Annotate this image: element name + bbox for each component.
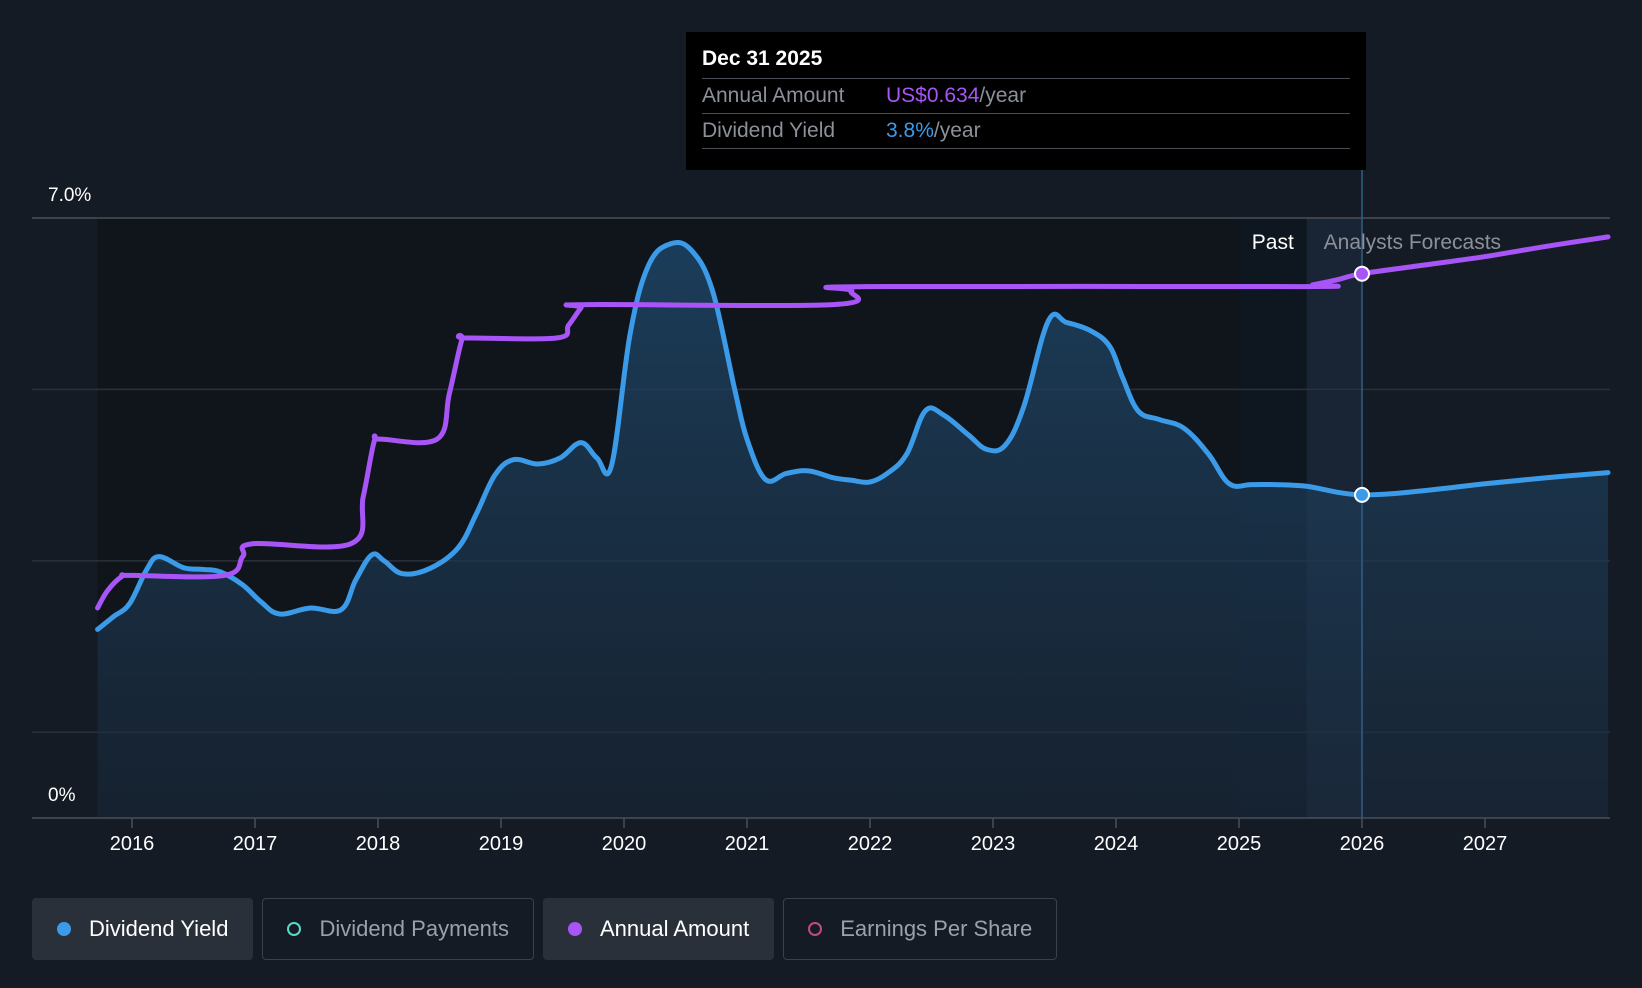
tooltip-yield-value: 3.8%: [886, 119, 934, 142]
tooltip-annual-value: US$0.634: [886, 84, 980, 107]
legend-dividend-payments[interactable]: Dividend Payments: [262, 898, 534, 960]
x-tick-label: 2024: [1094, 833, 1139, 855]
legend-label: Dividend Payments: [319, 916, 509, 941]
tooltip-annual-row: Annual Amount US$0.634 /year: [702, 78, 1350, 113]
legend-ring-icon: [808, 922, 823, 936]
legend-earnings-per-share[interactable]: Earnings Per Share: [783, 898, 1058, 960]
annual-amount-line[interactable]: [95, 234, 1611, 611]
dividend-yield-area: [97, 242, 1608, 819]
tooltip-yield-label: Dividend Yield: [702, 119, 836, 142]
past-region-label: Past: [1252, 231, 1294, 254]
x-tick-label: 2016: [110, 833, 155, 855]
x-axis-ticks: 2016 2017 2018 2019 2020 2021 2022 2023 2024 2025…: [110, 818, 1508, 855]
x-tick-label: 2021: [725, 833, 770, 855]
dividend-yield-marker[interactable]: [1354, 486, 1370, 503]
tooltip-yield-row: Dividend Yield 3.8% /year: [702, 113, 1350, 149]
y-tick-label-top: 7.0%: [48, 185, 91, 206]
legend-annual-amount[interactable]: Annual Amount: [542, 898, 775, 960]
x-tick-label: 2023: [971, 833, 1016, 855]
x-tick-label: 2017: [233, 833, 278, 855]
x-tick-label: 2020: [602, 833, 647, 855]
x-tick-label: 2026: [1340, 833, 1385, 855]
y-tick-label-bottom: 0%: [48, 785, 76, 806]
x-tick-label: 2025: [1217, 833, 1262, 855]
tooltip-date: Dec 31 2025: [702, 47, 823, 70]
x-tick-label: 2022: [848, 833, 893, 855]
legend-dot-icon: [57, 922, 71, 936]
annual-amount-marker[interactable]: [1354, 265, 1370, 282]
legend-dividend-yield[interactable]: Dividend Yield: [32, 898, 254, 960]
chart-legend: Dividend Yield Dividend Payments Annual …: [32, 898, 1058, 960]
x-tick-label: 2019: [479, 833, 524, 855]
legend-label: Earnings Per Share: [840, 916, 1033, 941]
tooltip-annual-label: Annual Amount: [702, 84, 845, 107]
tooltip-yield-unit: /year: [933, 119, 981, 142]
legend-label: Dividend Yield: [89, 916, 229, 941]
x-tick-label: 2018: [356, 833, 401, 855]
tooltip-annual-unit: /year: [979, 84, 1027, 107]
legend-ring-icon: [287, 922, 302, 936]
legend-label: Annual Amount: [599, 916, 750, 941]
x-tick-label: 2027: [1463, 833, 1508, 855]
legend-dot-icon: [567, 922, 582, 936]
dividend-yield-line[interactable]: [95, 239, 1611, 632]
chart-tooltip: Dec 31 2025 Annual Amount US$0.634 /year…: [686, 32, 1366, 170]
forecast-region-label: Analysts Forecasts: [1324, 231, 1501, 254]
